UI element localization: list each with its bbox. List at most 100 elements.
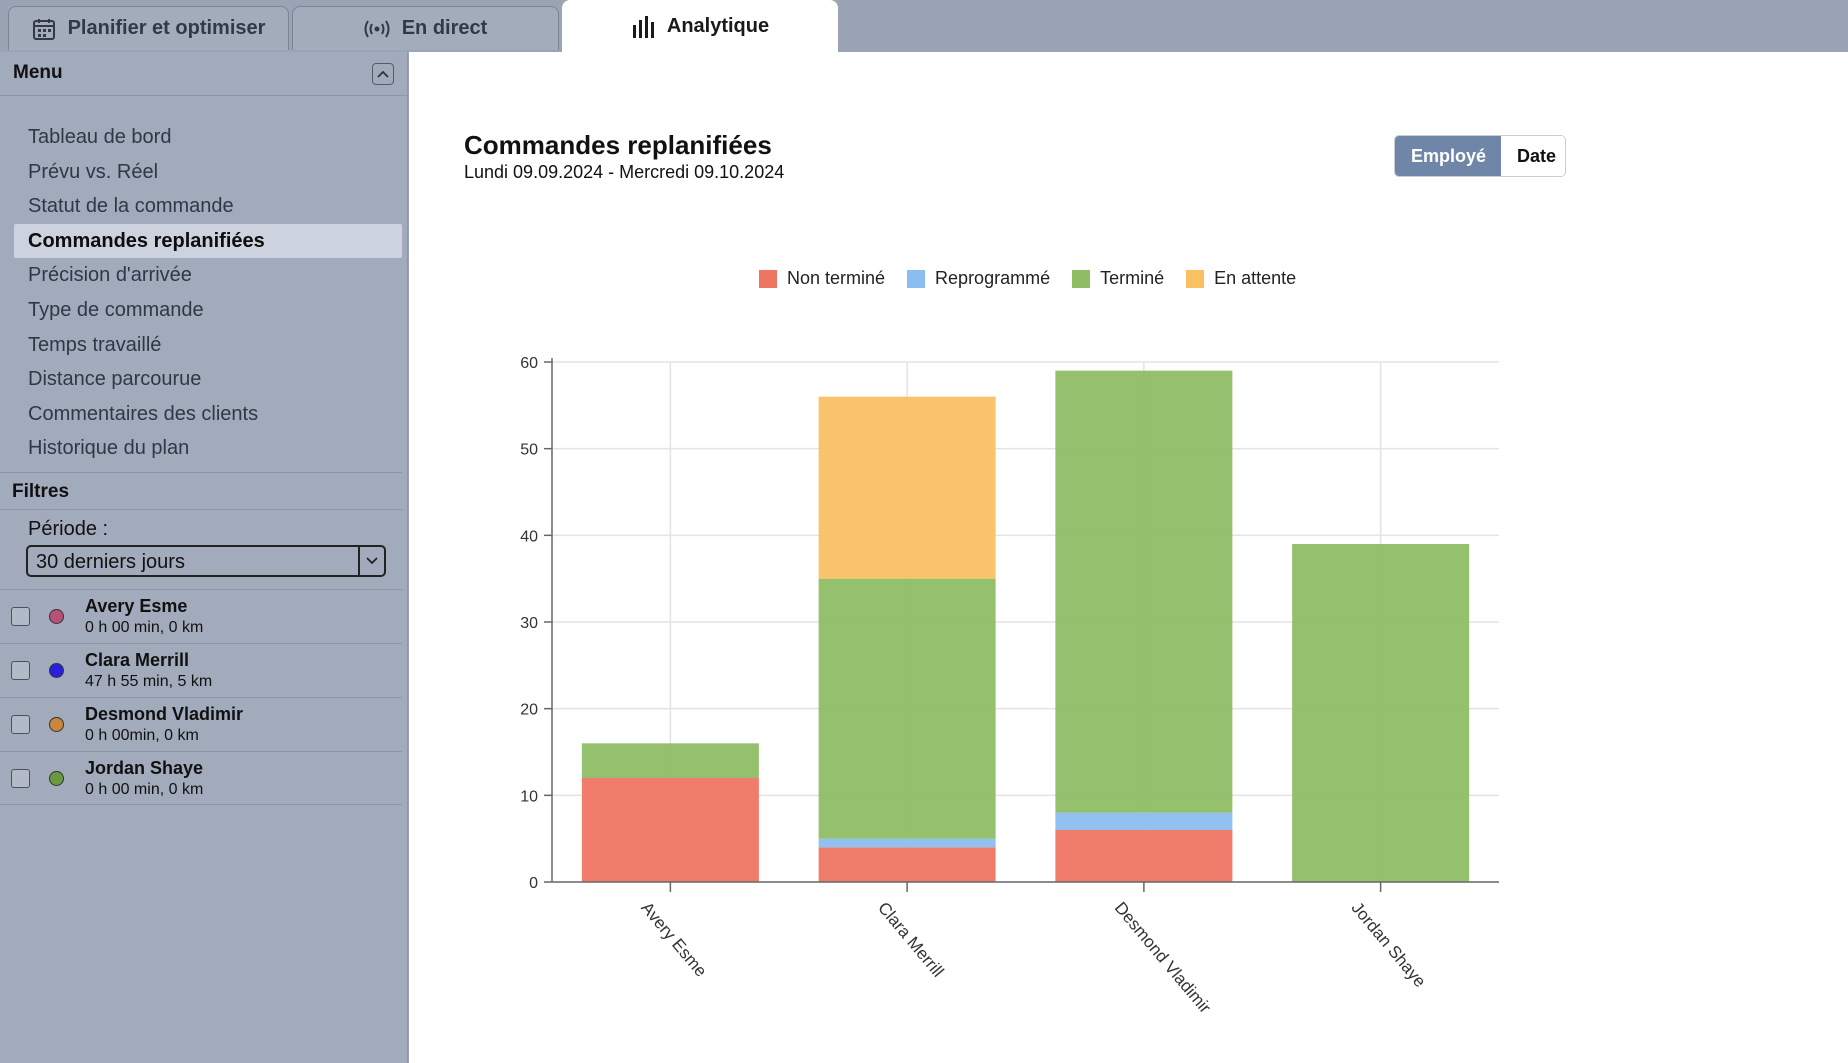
tab-label: Analytique [666, 15, 770, 37]
sidebar: Menu Tableau de bord Prévu vs. Réel Stat… [0, 52, 408, 1063]
employee-stats: 0 h 00 min, 0 km [85, 619, 204, 636]
period-label: Période : [28, 518, 109, 540]
stacked-bar-chart: 0 10 20 30 40 50 60 Avery Esme Clara Merrill Desm… [520, 355, 1499, 1017]
legend-label: Terminé [1100, 268, 1165, 288]
menu-header: Menu [0, 52, 408, 96]
bar-segment [1292, 544, 1470, 882]
bar-chart-icon [631, 15, 655, 38]
broadcast-icon [364, 19, 390, 39]
legend-swatch [1186, 269, 1205, 288]
bar-segment [581, 743, 759, 778]
employee-color-dot [49, 663, 64, 678]
bar-segment [581, 778, 759, 882]
calendar-icon [32, 17, 56, 41]
employee-color-dot [49, 609, 64, 624]
employee-stats: 47 h 55 min, 5 km [85, 673, 213, 690]
legend-swatch [907, 269, 926, 288]
tab-label: En direct [401, 17, 488, 39]
employee-name: Avery Esme [85, 596, 188, 616]
sidebar-item-tableau-de-bord[interactable]: Tableau de bord [0, 120, 408, 155]
tab-analytique[interactable]: Analytique [562, 0, 838, 52]
tab-planifier[interactable]: Planifier et optimiser [8, 6, 289, 50]
legend-swatch [759, 269, 777, 288]
chevron-up-icon [377, 65, 389, 83]
toggle-date-button[interactable]: Date [1501, 136, 1565, 176]
employee-stats: 0 h 00min, 0 km [85, 727, 199, 744]
toggle-employee-button[interactable]: Employé [1395, 136, 1501, 176]
legend-item[interactable]: Terminé [1072, 268, 1164, 289]
sidebar-item-label: Distance parcourue [28, 368, 202, 391]
bar-segment [818, 578, 996, 839]
bar-segment [1055, 812, 1233, 830]
employee-checkbox[interactable] [11, 661, 30, 680]
employee-color-dot [49, 771, 64, 786]
sidebar-item-precision-arrivee[interactable]: Précision d'arrivée [0, 258, 408, 293]
employee-color-dot [49, 717, 64, 732]
legend-item[interactable]: Reprogrammé [907, 268, 1050, 289]
sidebar-item-type-commande[interactable]: Type de commande [0, 293, 408, 328]
employee-name: Clara Merrill [85, 650, 190, 670]
legend-item[interactable]: En attente [1186, 268, 1296, 289]
x-tick-label: Avery Esme [637, 898, 710, 980]
sidebar-item-label: Commandes replanifiées [28, 229, 265, 252]
employee-checkbox[interactable] [11, 715, 30, 734]
x-tick-label: Clara Merrill [874, 898, 947, 980]
sidebar-item-label: Temps travaillé [28, 333, 162, 356]
tab-en-direct[interactable]: En direct [292, 6, 559, 50]
sidebar-item-label: Type de commande [28, 298, 204, 321]
sidebar-item-commentaires-clients[interactable]: Commentaires des clients [0, 397, 408, 432]
main-panel: Commandes replanifiées Lundi 09.09.2024 … [409, 52, 1848, 1063]
period-select[interactable]: 30 derniers jours [26, 545, 386, 577]
menu-title: Menu [13, 62, 63, 83]
bar-segment [818, 847, 996, 882]
tab-label: Planifier et optimiser [67, 17, 266, 39]
sidebar-item-label: Historique du plan [28, 437, 190, 460]
y-tick-label: 30 [520, 615, 538, 632]
sidebar-item-commandes-replanifiees[interactable]: Commandes replanifiées [14, 223, 402, 259]
sidebar-item-label: Statut de la commande [28, 195, 234, 218]
y-tick-label: 0 [529, 875, 538, 892]
employee-checkbox[interactable] [11, 769, 30, 788]
x-tick-label: Jordan Shaye [1348, 898, 1430, 991]
employee-name: Desmond Vladimir [85, 704, 244, 724]
employee-stats: 0 h 00 min, 0 km [85, 781, 204, 798]
sidebar-item-label: Précision d'arrivée [28, 264, 192, 287]
x-tick-label: Desmond Vladimir [1111, 898, 1215, 1017]
chevron-down-icon[interactable] [358, 547, 384, 575]
collapse-button[interactable] [372, 63, 394, 85]
view-toggle: Employé Date [1394, 135, 1566, 177]
sidebar-item-temps-travaille[interactable]: Temps travaillé [0, 328, 408, 363]
employee-name: Jordan Shaye [85, 758, 204, 778]
sidebar-item-label: Commentaires des clients [28, 402, 259, 425]
employee-row: Clara Merrill 47 h 55 min, 5 km [0, 643, 402, 697]
filters-title: Filtres [12, 481, 70, 502]
y-tick-label: 10 [520, 788, 538, 805]
sidebar-item-prevu-vs-reel[interactable]: Prévu vs. Réel [0, 155, 408, 190]
chart-legend: Non terminé Reprogrammé Terminé En atten… [759, 268, 1296, 289]
sidebar-item-statut-commande[interactable]: Statut de la commande [0, 189, 408, 224]
legend-item[interactable]: Non terminé [759, 268, 885, 289]
page-title: Commandes replanifiées [464, 130, 772, 160]
filters-header: Filtres [0, 472, 402, 510]
employee-row: Avery Esme 0 h 00 min, 0 km [0, 589, 402, 643]
y-tick-label: 60 [520, 355, 538, 372]
menu-list: Tableau de bord Prévu vs. Réel Statut de… [0, 120, 408, 466]
employee-checkbox[interactable] [11, 607, 30, 626]
bar-segment [1055, 370, 1233, 813]
y-tick-label: 20 [520, 702, 538, 719]
sidebar-item-label: Tableau de bord [28, 126, 172, 148]
tab-bar: Planifier et optimiser En direct Analyti… [0, 0, 1848, 52]
employee-list: Avery Esme 0 h 00 min, 0 km Clara Merril… [0, 589, 402, 805]
sidebar-item-label: Prévu vs. Réel [28, 160, 159, 183]
period-select-value: 30 derniers jours [36, 551, 185, 573]
legend-label: Reprogrammé [935, 268, 1051, 288]
bar-segment [818, 838, 996, 848]
y-tick-label: 50 [520, 442, 538, 459]
employee-row: Desmond Vladimir 0 h 00min, 0 km [0, 697, 402, 751]
date-range: Lundi 09.09.2024 - Mercredi 09.10.2024 [464, 162, 785, 182]
employee-row: Jordan Shaye 0 h 00 min, 0 km [0, 751, 402, 805]
sidebar-item-historique-plan[interactable]: Historique du plan [0, 431, 408, 466]
sidebar-item-distance-parcourue[interactable]: Distance parcourue [0, 362, 408, 397]
y-tick-label: 40 [520, 528, 538, 545]
bar-segment [1055, 830, 1233, 882]
